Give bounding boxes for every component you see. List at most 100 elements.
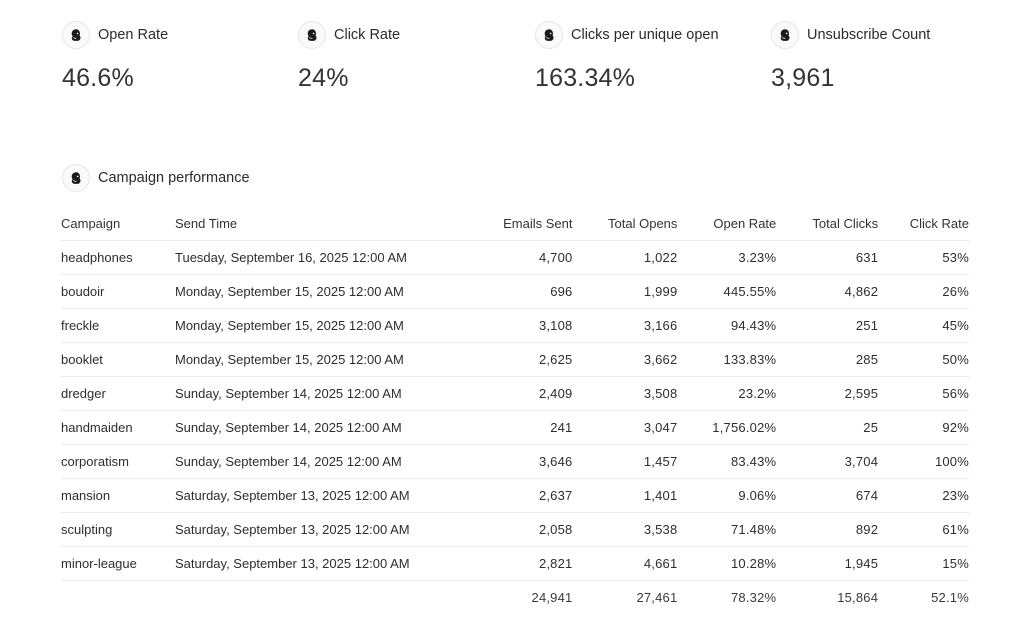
cell-total-opens: 1,457 <box>572 444 678 479</box>
cell-click-rate: 100% <box>878 444 969 479</box>
table-row: minor-league Saturday, September 13, 202… <box>61 546 969 581</box>
total-total-opens: 27,461 <box>572 580 678 614</box>
cell-click-rate: 45% <box>878 308 969 343</box>
cell-send-time: Monday, September 15, 2025 12:00 AM <box>175 308 458 343</box>
cell-emails-sent: 241 <box>457 410 573 445</box>
cell-emails-sent: 4,700 <box>457 240 573 275</box>
cell-send-time: Saturday, September 13, 2025 12:00 AM <box>175 546 458 581</box>
metric-value: 3,961 <box>771 64 835 92</box>
cell-campaign: corporatism <box>61 444 175 479</box>
cell-total-clicks: 892 <box>776 512 879 547</box>
metric-unsubscribe-count: Unsubscribe Count 3,961 <box>771 20 991 93</box>
cell-total-clicks: 251 <box>776 308 879 343</box>
column-header-click-rate[interactable]: Click Rate <box>909 215 969 231</box>
metric-open-rate: Open Rate 46.6% <box>62 20 282 93</box>
cell-total-clicks: 3,704 <box>776 444 879 479</box>
cell-open-rate: 445.55% <box>677 274 777 309</box>
metric-clicks-per-unique-open: Clicks per unique open 163.34% <box>535 20 755 93</box>
cell-total-opens: 1,999 <box>572 274 678 309</box>
cell-total-clicks: 631 <box>776 240 879 275</box>
cell-campaign: freckle <box>61 308 175 343</box>
cell-campaign: boudoir <box>61 274 175 309</box>
cell-open-rate: 9.06% <box>677 478 777 513</box>
metric-header: Unsubscribe Count <box>771 20 991 50</box>
cell-total-clicks: 285 <box>776 342 879 377</box>
cell-campaign <box>61 580 175 614</box>
table-row: freckle Monday, September 15, 2025 12:00… <box>61 308 969 343</box>
cell-send-time: Saturday, September 13, 2025 12:00 AM <box>175 512 458 547</box>
cell-send-time: Tuesday, September 16, 2025 12:00 AM <box>175 240 458 275</box>
cell-total-clicks: 25 <box>776 410 879 445</box>
column-header-open-rate[interactable]: Open Rate <box>713 215 777 231</box>
cell-click-rate: 15% <box>878 546 969 581</box>
cell-campaign: minor-league <box>61 546 175 581</box>
metric-label: Open Rate <box>98 27 169 43</box>
table-row: boudoir Monday, September 15, 2025 12:00… <box>61 274 969 309</box>
cell-total-opens: 3,166 <box>572 308 678 343</box>
cell-emails-sent: 2,625 <box>457 342 573 377</box>
cell-emails-sent: 3,108 <box>457 308 573 343</box>
cell-emails-sent: 3,646 <box>457 444 573 479</box>
metrics-summary: Open Rate 46.6% Click Rate 24% Clicks pe… <box>62 20 1002 100</box>
cell-campaign: mansion <box>61 478 175 513</box>
table-row: dredger Sunday, September 14, 2025 12:00… <box>61 376 969 411</box>
campaign-performance-header: Campaign performance <box>62 163 250 193</box>
cell-open-rate: 94.43% <box>677 308 777 343</box>
cell-click-rate: 50% <box>878 342 969 377</box>
column-header-campaign[interactable]: Campaign <box>61 215 121 231</box>
cell-total-clicks: 4,862 <box>776 274 879 309</box>
cell-click-rate: 61% <box>878 512 969 547</box>
cell-click-rate: 23% <box>878 478 969 513</box>
cell-total-opens: 3,538 <box>572 512 678 547</box>
cell-total-opens: 3,047 <box>572 410 678 445</box>
cell-click-rate: 53% <box>878 240 969 275</box>
column-header-total-opens[interactable]: Total Opens <box>608 215 678 231</box>
cell-total-opens: 3,508 <box>572 376 678 411</box>
cell-open-rate: 83.43% <box>677 444 777 479</box>
cell-emails-sent: 2,637 <box>457 478 573 513</box>
cell-campaign: dredger <box>61 376 175 411</box>
column-header-send-time[interactable]: Send Time <box>175 215 238 231</box>
metric-header: Click Rate <box>298 20 518 50</box>
table-row: sculpting Saturday, September 13, 2025 1… <box>61 512 969 547</box>
total-click-rate: 52.1% <box>878 580 969 614</box>
cell-send-time: Monday, September 15, 2025 12:00 AM <box>175 274 458 309</box>
cell-total-opens: 4,661 <box>572 546 678 581</box>
metric-header: Open Rate <box>62 20 282 50</box>
cell-emails-sent: 2,058 <box>457 512 573 547</box>
cell-emails-sent: 2,821 <box>457 546 573 581</box>
cell-open-rate: 10.28% <box>677 546 777 581</box>
cell-campaign: booklet <box>61 342 175 377</box>
cell-click-rate: 26% <box>878 274 969 309</box>
cell-click-rate: 92% <box>878 410 969 445</box>
cell-total-clicks: 1,945 <box>776 546 879 581</box>
metric-header: Clicks per unique open <box>535 20 755 50</box>
mailchimp-logo-icon <box>62 21 90 49</box>
column-header-emails-sent[interactable]: Emails Sent <box>503 215 573 231</box>
table-header-row: Campaign Send Time Emails Sent Total Ope… <box>61 206 969 241</box>
table-row: mansion Saturday, September 13, 2025 12:… <box>61 478 969 513</box>
cell-total-opens: 3,662 <box>572 342 678 377</box>
cell-total-opens: 1,401 <box>572 478 678 513</box>
cell-open-rate: 133.83% <box>677 342 777 377</box>
cell-send-time <box>175 580 458 614</box>
cell-send-time: Sunday, September 14, 2025 12:00 AM <box>175 410 458 445</box>
metric-value: 24% <box>298 64 349 92</box>
total-open-rate: 78.32% <box>677 580 777 614</box>
cell-click-rate: 56% <box>878 376 969 411</box>
cell-campaign: handmaiden <box>61 410 175 445</box>
total-emails-sent: 24,941 <box>457 580 573 614</box>
metric-label: Unsubscribe Count <box>807 27 931 43</box>
metric-click-rate: Click Rate 24% <box>298 20 518 93</box>
cell-total-opens: 1,022 <box>572 240 678 275</box>
table-row: booklet Monday, September 15, 2025 12:00… <box>61 342 969 377</box>
mailchimp-logo-icon <box>62 164 90 192</box>
metric-label: Click Rate <box>334 27 401 43</box>
cell-open-rate: 23.2% <box>677 376 777 411</box>
cell-send-time: Sunday, September 14, 2025 12:00 AM <box>175 376 458 411</box>
cell-campaign: sculpting <box>61 512 175 547</box>
cell-send-time: Monday, September 15, 2025 12:00 AM <box>175 342 458 377</box>
total-total-clicks: 15,864 <box>776 580 879 614</box>
column-header-total-clicks[interactable]: Total Clicks <box>812 215 879 231</box>
metric-value: 163.34% <box>535 64 636 92</box>
